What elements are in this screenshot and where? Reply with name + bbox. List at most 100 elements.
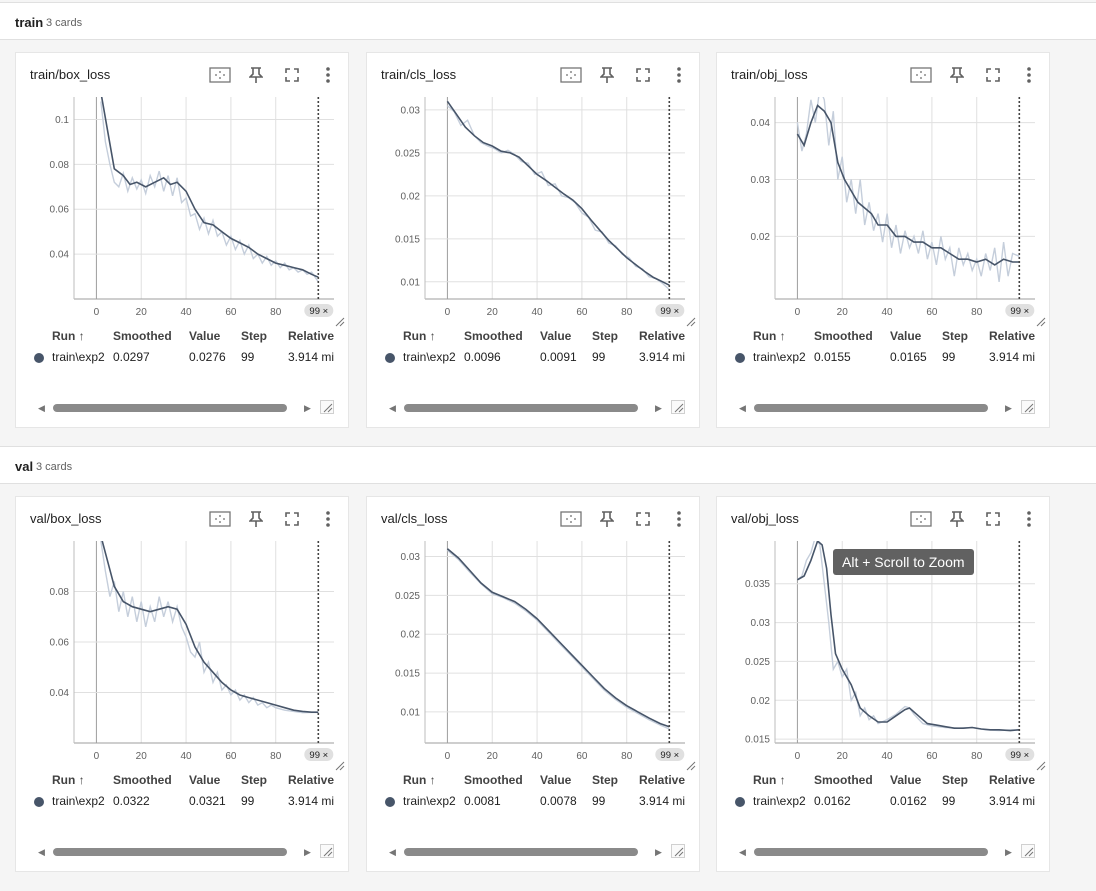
raw-value: 0.0078 [540, 794, 577, 808]
scroll-left-icon[interactable]: ◀ [389, 847, 396, 857]
group-header-val[interactable]: val 3 cards [0, 446, 1096, 484]
scroll-left-icon[interactable]: ◀ [389, 403, 396, 413]
resize-handle-icon[interactable] [320, 844, 334, 858]
run-name: train\exp2 [753, 794, 806, 808]
table-scrollbar[interactable]: ◀ ▶ [36, 401, 316, 415]
fullscreen-icon[interactable] [980, 507, 1006, 531]
scroll-right-icon[interactable]: ▶ [655, 847, 662, 857]
x-tick-label: 80 [621, 751, 633, 762]
plot-resize-icon[interactable] [1036, 761, 1046, 771]
plot-resize-icon[interactable] [335, 761, 345, 771]
chart-svg[interactable]: 0 20 40 60 80 0.03 0.025 0.02 0.015 0.01 99 × [367, 535, 701, 775]
scroll-right-icon[interactable]: ▶ [304, 847, 311, 857]
line-chart[interactable]: 0 20 40 60 80 0.03 0.025 0.02 0.015 0.01 99 × [367, 91, 701, 331]
more-options-icon[interactable] [1016, 507, 1042, 531]
step-badge[interactable] [655, 748, 685, 761]
scroll-left-icon[interactable]: ◀ [739, 403, 746, 413]
resize-handle-icon[interactable] [671, 400, 685, 414]
col-run[interactable]: Run ↑ [403, 329, 436, 343]
line-chart[interactable]: 0 20 40 60 80 0.1 0.08 0.06 0.04 99 × [16, 91, 350, 331]
col-run[interactable]: Run ↑ [52, 329, 85, 343]
pin-icon[interactable] [944, 507, 970, 531]
card-title: train/box_loss [30, 67, 111, 82]
plot-resize-icon[interactable] [686, 761, 696, 771]
chart-card: train/obj_loss 0 20 40 60 80 0.04 0.03 0.02 99 × R… [716, 52, 1050, 428]
more-options-icon[interactable] [1016, 63, 1042, 87]
step-badge[interactable] [304, 304, 334, 317]
scroll-thumb[interactable] [404, 404, 638, 412]
fullscreen-icon[interactable] [630, 63, 656, 87]
col-run[interactable]: Run ↑ [403, 773, 436, 787]
fullscreen-icon[interactable] [630, 507, 656, 531]
col-run[interactable]: Run ↑ [753, 773, 786, 787]
table-scrollbar[interactable]: ◀ ▶ [36, 845, 316, 859]
fit-domain-icon[interactable] [558, 63, 584, 87]
card-title: val/obj_loss [731, 511, 799, 526]
scroll-right-icon[interactable]: ▶ [655, 403, 662, 413]
fullscreen-icon[interactable] [279, 63, 305, 87]
chart-svg[interactable]: 0 20 40 60 80 0.04 0.03 0.02 99 × [717, 91, 1051, 331]
plot-resize-icon[interactable] [335, 317, 345, 327]
step-badge[interactable] [304, 748, 334, 761]
group-header-train[interactable]: train 3 cards [0, 2, 1096, 40]
scroll-thumb[interactable] [53, 848, 287, 856]
more-options-icon[interactable] [666, 507, 692, 531]
run-color-dot [34, 353, 44, 363]
scroll-left-icon[interactable]: ◀ [739, 847, 746, 857]
pin-icon[interactable] [243, 63, 269, 87]
chart-svg[interactable]: 0 20 40 60 80 0.03 0.025 0.02 0.015 0.01 99 × [367, 91, 701, 331]
fit-domain-icon[interactable] [908, 63, 934, 87]
plot-resize-icon[interactable] [686, 317, 696, 327]
step-badge[interactable] [1005, 304, 1035, 317]
line-chart[interactable]: 0 20 40 60 80 0.04 0.03 0.02 99 × [717, 91, 1051, 331]
card-title: train/obj_loss [731, 67, 808, 82]
scroll-right-icon[interactable]: ▶ [304, 403, 311, 413]
scroll-left-icon[interactable]: ◀ [38, 847, 45, 857]
fullscreen-icon[interactable] [980, 63, 1006, 87]
pin-icon[interactable] [243, 507, 269, 531]
scroll-thumb[interactable] [404, 848, 638, 856]
resize-handle-icon[interactable] [671, 844, 685, 858]
table-scrollbar[interactable]: ◀ ▶ [737, 401, 1017, 415]
y-tick-label: 0.01 [401, 277, 421, 288]
table-scrollbar[interactable]: ◀ ▶ [387, 845, 667, 859]
fit-domain-icon[interactable] [908, 507, 934, 531]
y-tick-label: 0.015 [395, 669, 420, 680]
pin-icon[interactable] [594, 507, 620, 531]
table-scrollbar[interactable]: ◀ ▶ [737, 845, 1017, 859]
resize-handle-icon[interactable] [1021, 844, 1035, 858]
chart-svg[interactable]: 0 20 40 60 80 0.08 0.06 0.04 99 × [16, 535, 350, 775]
col-relative: Relative [288, 773, 335, 787]
more-options-icon[interactable] [315, 507, 341, 531]
fullscreen-icon[interactable] [279, 507, 305, 531]
fit-domain-icon[interactable] [207, 507, 233, 531]
resize-handle-icon[interactable] [1021, 400, 1035, 414]
chart-svg[interactable]: 0 20 40 60 80 0.1 0.08 0.06 0.04 99 × [16, 91, 350, 331]
scroll-right-icon[interactable]: ▶ [1005, 403, 1012, 413]
scroll-left-icon[interactable]: ◀ [38, 403, 45, 413]
line-chart[interactable]: 0 20 40 60 80 0.03 0.025 0.02 0.015 0.01 99 × [367, 535, 701, 775]
col-run[interactable]: Run ↑ [52, 773, 85, 787]
step-badge[interactable] [1005, 748, 1035, 761]
table-scrollbar[interactable]: ◀ ▶ [387, 401, 667, 415]
line-chart[interactable]: 0 20 40 60 80 0.08 0.06 0.04 99 × [16, 535, 350, 775]
step-badge[interactable] [655, 304, 685, 317]
more-options-icon[interactable] [315, 63, 341, 87]
y-tick-label: 0.025 [395, 591, 420, 602]
raw-value: 0.0162 [890, 794, 927, 808]
plot-resize-icon[interactable] [1036, 317, 1046, 327]
scroll-thumb[interactable] [754, 848, 988, 856]
scroll-right-icon[interactable]: ▶ [1005, 847, 1012, 857]
scroll-thumb[interactable] [53, 404, 287, 412]
y-tick-label: 0.04 [751, 118, 771, 129]
more-options-icon[interactable] [666, 63, 692, 87]
pin-icon[interactable] [594, 63, 620, 87]
scroll-thumb[interactable] [754, 404, 988, 412]
pin-icon[interactable] [944, 63, 970, 87]
resize-handle-icon[interactable] [320, 400, 334, 414]
col-run[interactable]: Run ↑ [753, 329, 786, 343]
fit-domain-icon[interactable] [558, 507, 584, 531]
fit-domain-icon[interactable] [207, 63, 233, 87]
step-value: 99 [241, 794, 255, 808]
x-tick-label: 40 [532, 751, 544, 762]
